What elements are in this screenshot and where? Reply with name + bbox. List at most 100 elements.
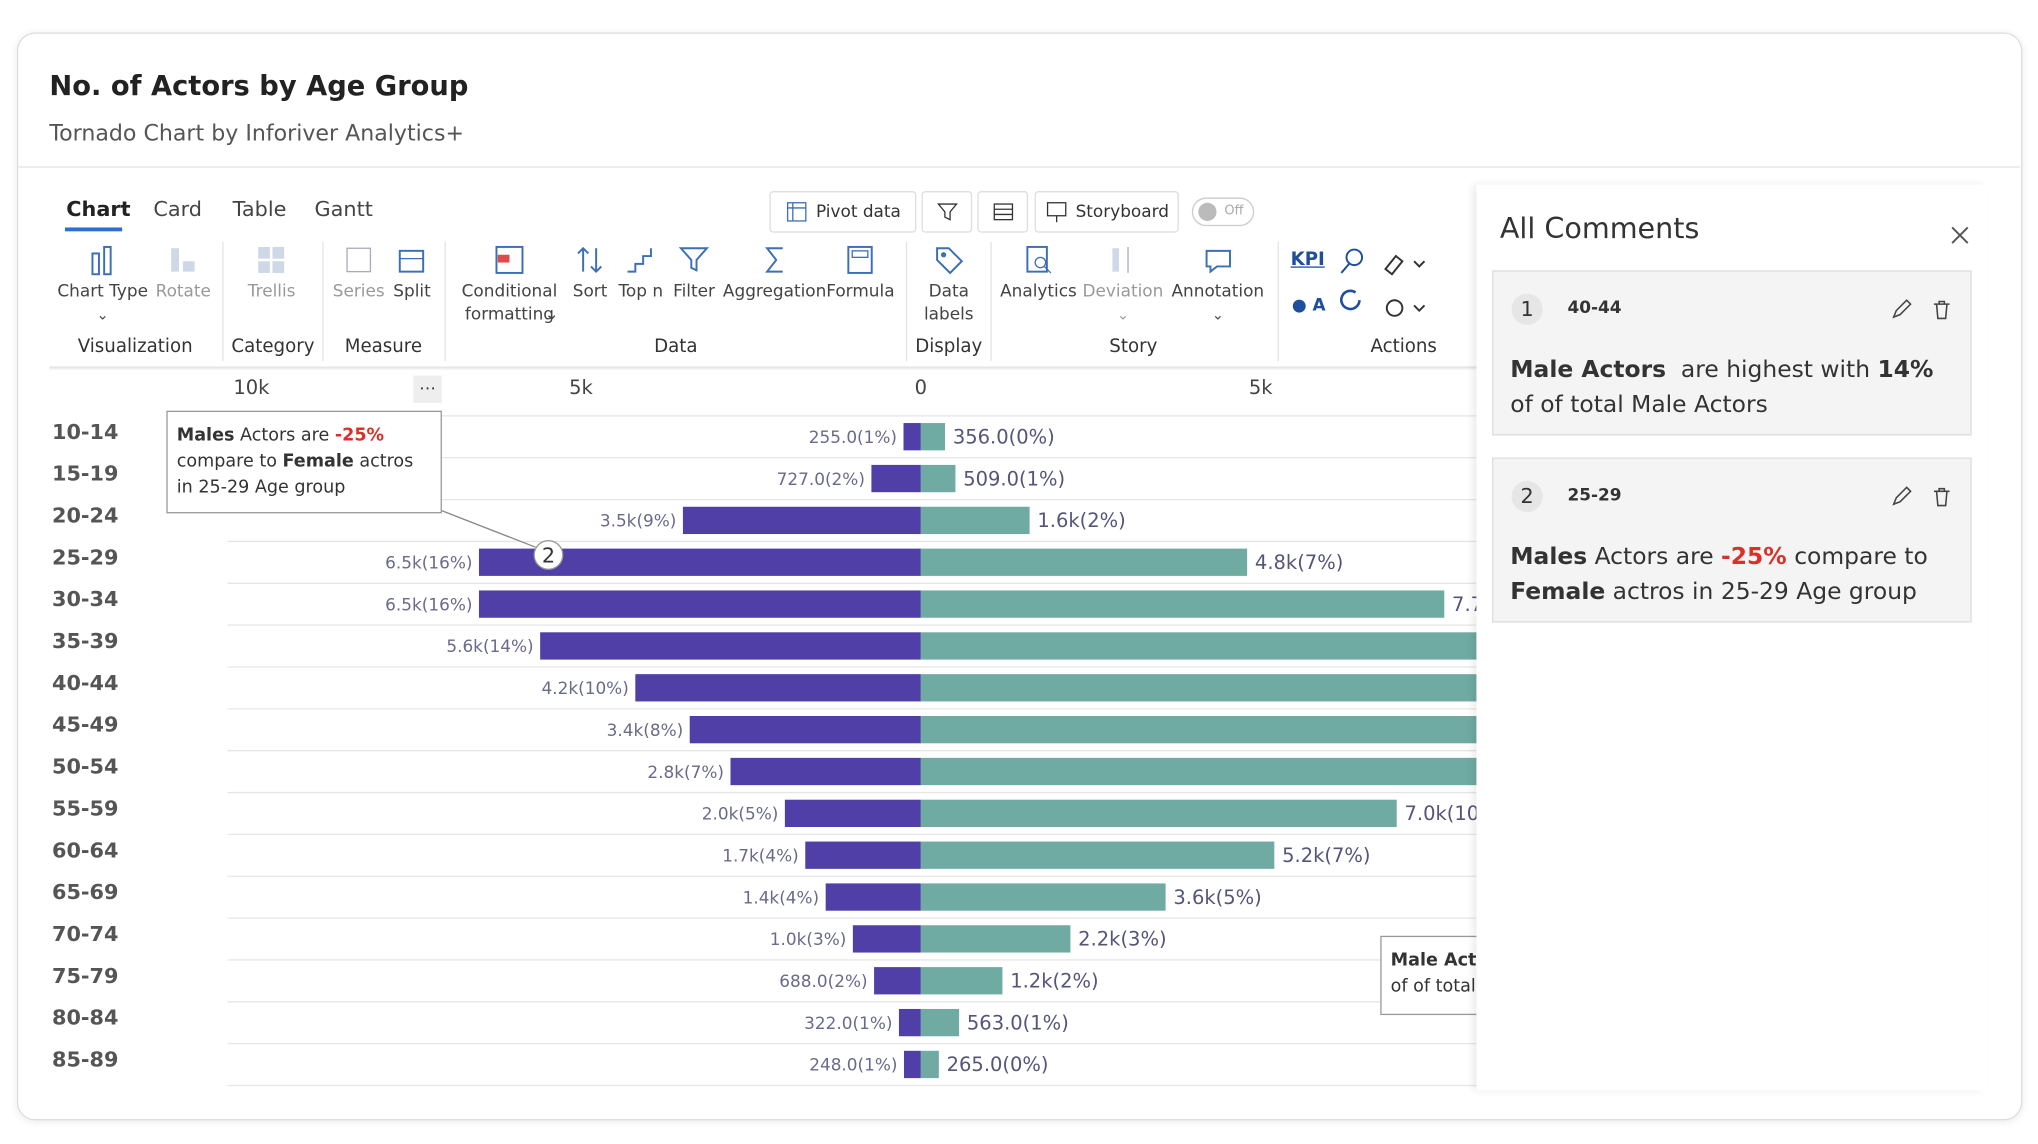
data-label: 7.7k(11%) — [1452, 593, 1476, 616]
label: Rotate — [155, 282, 211, 302]
ribbon-button[interactable]: Chart Type ⌄ — [57, 243, 148, 327]
data-label: 2.2k(3%) — [1078, 928, 1166, 951]
storyboard-button[interactable]: Storyboard — [1034, 191, 1179, 233]
icon — [495, 245, 524, 274]
data-label: 3.6k(5%) — [1173, 886, 1261, 909]
bar — [920, 464, 956, 493]
x-tick-label: 5k — [1249, 376, 1273, 399]
tab[interactable]: Chart — [66, 196, 131, 221]
comment-label: 40-44 — [1567, 298, 1622, 319]
group-label: Display — [915, 336, 983, 358]
icon — [91, 245, 112, 276]
data-label: 5.6k(14%) — [446, 636, 533, 656]
data-label: 4.8k(7%) — [1255, 551, 1343, 574]
ribbon-button[interactable]: Aggregation — [723, 243, 826, 304]
tab[interactable]: Gantt — [314, 196, 373, 221]
bar — [920, 548, 1248, 576]
y-tick-label: 85-89 — [52, 1048, 118, 1072]
ribbon-button[interactable]: Analytics — [1000, 243, 1077, 304]
x-tick-label: 10k — [233, 376, 270, 399]
toggle[interactable]: Off — [1191, 197, 1255, 227]
label: Top n — [618, 282, 664, 302]
panel-title: All Comments — [1499, 213, 1700, 246]
tab[interactable]: Card — [153, 196, 203, 221]
text: -25% — [1721, 543, 1787, 571]
ribbon-button[interactable]: Split — [393, 243, 431, 304]
comment-card[interactable]: 1 40-44 Male Actors are highest with 14%… — [1492, 270, 1972, 436]
filter-button[interactable] — [921, 191, 973, 233]
label: Formula — [826, 282, 895, 302]
y-tick-label: 35-39 — [52, 629, 118, 653]
tab[interactable]: Table — [232, 196, 287, 221]
data-label: 688.0(2%) — [779, 971, 867, 991]
group-label: Actions — [1370, 336, 1437, 358]
group-label: Data — [654, 336, 698, 358]
data-label: 727.0(2%) — [777, 469, 865, 489]
bar — [920, 1008, 960, 1037]
comment-actions[interactable] — [1890, 298, 1955, 321]
badge-button[interactable]: ● A — [1291, 296, 1326, 316]
bar — [805, 841, 921, 869]
data-label: 3.4k(8%) — [607, 720, 684, 740]
text: Male Actors — [1510, 356, 1667, 384]
ribbon-button[interactable]: Annotation ⌄ — [1171, 243, 1264, 327]
ribbon-button[interactable]: Rotate — [156, 243, 211, 304]
ribbon-button[interactable]: Series — [333, 243, 385, 304]
comment-actions[interactable] — [1890, 485, 1955, 508]
icon — [764, 247, 783, 273]
ribbon-border — [49, 366, 1477, 371]
table-button[interactable] — [977, 191, 1029, 233]
ribbon-button[interactable]: Filter — [673, 243, 715, 304]
comment-label: 25-29 — [1567, 486, 1622, 506]
bar — [730, 757, 921, 786]
ribbon-button[interactable]: Top n — [618, 243, 663, 304]
annotation: Males Actors are -25% compare to Female … — [166, 410, 442, 514]
bar — [540, 632, 921, 660]
divider — [16, 166, 2020, 168]
text: Female — [1510, 578, 1606, 606]
title: No. of Actors by Age Group — [49, 70, 469, 102]
ribbon-button[interactable]: Formula — [826, 243, 895, 304]
action-icons — [1340, 248, 1426, 317]
label: Off — [1224, 204, 1244, 219]
bar — [874, 967, 921, 995]
ribbon-button[interactable]: Data labels — [923, 243, 975, 327]
bar — [903, 423, 921, 451]
ribbon-button[interactable]: Conditional formatting — [457, 243, 561, 327]
comments-panel: All Comments 1 40-44 Male Actors are hig… — [1476, 184, 1986, 1091]
bar — [920, 925, 1071, 953]
data-label: 1.0k(3%) — [770, 929, 847, 949]
comment-text: Male Actors are highest with 14% of of t… — [1510, 352, 1952, 422]
icon — [936, 247, 964, 275]
y-tick-label: 25-29 — [52, 545, 118, 569]
kpi-button[interactable]: KPI — [1290, 249, 1325, 271]
icon — [171, 248, 195, 272]
ribbon-button[interactable]: Deviation ⌄ — [1083, 243, 1163, 327]
ribbon-button[interactable]: Sort — [573, 243, 607, 304]
data-label: 1.2k(2%) — [1010, 970, 1098, 993]
more-button[interactable] — [413, 375, 442, 403]
data-label: 1.4k(4%) — [743, 887, 820, 907]
y-tick-label: 60-64 — [52, 838, 118, 862]
label: Pivot data — [815, 202, 901, 222]
bar — [920, 716, 1477, 744]
y-tick-label: 30-34 — [52, 587, 118, 611]
bar — [920, 506, 1030, 535]
comment-card[interactable]: 2 25-29 Males Actors are -25% compare to… — [1492, 457, 1972, 623]
bar — [898, 1008, 921, 1037]
close-button[interactable] — [1948, 224, 1971, 247]
text: actros in 25-29 Age group — [1605, 578, 1917, 606]
bar — [852, 925, 921, 953]
ribbon-button[interactable]: Trellis — [248, 243, 295, 304]
pivot-button[interactable]: Pivot data — [769, 191, 917, 233]
data-label: 322.0(1%) — [804, 1013, 892, 1033]
label: Aggregation — [722, 282, 827, 302]
icon — [992, 203, 1013, 221]
label: Analytics — [1000, 282, 1077, 302]
text: Actors are — [1587, 543, 1722, 571]
label: A — [1312, 296, 1326, 316]
bar — [784, 799, 921, 827]
bar — [920, 757, 1477, 786]
